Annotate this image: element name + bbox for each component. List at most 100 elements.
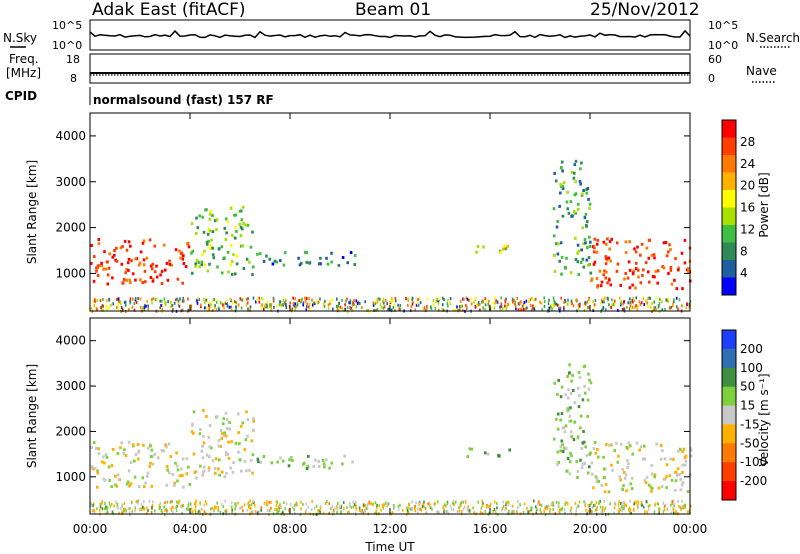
heatmap-cell-noise: [511, 300, 514, 304]
heatmap-cell-noise: [505, 503, 507, 507]
heatmap-cell-5: [679, 488, 683, 492]
heatmap-cell-1: [233, 213, 236, 217]
heatmap-cell-noise: [422, 308, 424, 312]
heatmap-cell-noise: [594, 298, 597, 302]
heatmap-cell-4: [559, 418, 562, 422]
heatmap-cell-noise: [414, 308, 417, 312]
heatmap-cell-noise: [640, 301, 643, 305]
heatmap-cell-noise: [589, 509, 592, 513]
heatmap-cell-noise: [493, 508, 496, 511]
heatmap-cell-0: [155, 264, 158, 268]
heatmap-cell-noise: [100, 501, 103, 505]
colorbar-swatch: [722, 155, 736, 173]
heatmap-cell-noise: [584, 302, 587, 306]
heatmap-cell-1: [209, 446, 213, 450]
heatmap-cell-0: [93, 466, 97, 470]
heatmap-cell-0: [181, 257, 185, 261]
heatmap-cell-noise: [302, 301, 305, 305]
heatmap-cell-0: [173, 481, 176, 485]
heatmap-cell-noise: [507, 500, 510, 504]
colorbar-swatch: [722, 207, 736, 226]
heatmap-cell-5: [650, 486, 654, 490]
heatmap-cell-4: [568, 460, 572, 464]
heatmap-cell-noise: [577, 303, 580, 307]
heatmap-cell-5: [652, 253, 656, 257]
heatmap-cell-4: [558, 204, 561, 208]
heatmap-cell-noise: [517, 302, 520, 306]
heatmap-cell-noise: [133, 308, 136, 312]
time-axis-label: Time UT: [364, 540, 415, 554]
heatmap-cell-5: [605, 443, 608, 446]
heatmap-cell-1: [237, 450, 240, 454]
heatmap-cell-noise: [463, 505, 466, 509]
heatmap-cell-noise: [541, 308, 543, 312]
heatmap-cell-noise: [147, 509, 149, 513]
heatmap-cell-0: [166, 278, 170, 282]
heatmap-cell-0: [181, 474, 184, 478]
heatmap-cell-5: [665, 486, 668, 490]
heatmap-cell-0: [96, 471, 100, 475]
heatmap-cell-5: [622, 484, 625, 488]
heatmap-cell-noise: [104, 507, 106, 511]
heatmap-cell-4: [569, 200, 573, 204]
heatmap-cell-0: [116, 452, 120, 455]
heatmap-cell-5: [595, 250, 599, 254]
heatmap-cell-noise: [247, 297, 249, 301]
heatmap-cell-noise: [599, 499, 601, 503]
heatmap-cell-noise: [211, 506, 213, 510]
heatmap-cell-4: [585, 220, 589, 224]
heatmap-cell-noise: [193, 502, 196, 506]
heatmap-cell-noise: [246, 508, 249, 512]
heatmap-cell-0: [124, 271, 127, 275]
heatmap-cell-noise: [611, 303, 613, 307]
heatmap-cell-noise: [99, 508, 101, 512]
heatmap-cell-noise: [150, 511, 153, 514]
heatmap-cell-0: [185, 457, 189, 461]
heatmap-cell-noise: [235, 305, 237, 309]
heatmap-cell-noise: [531, 506, 534, 510]
heatmap-cell-noise: [278, 509, 280, 513]
heatmap-cell-noise: [459, 504, 462, 508]
heatmap-cell-2: [282, 263, 286, 267]
heatmap-cell-3: [501, 247, 505, 251]
heatmap-cell-noise: [673, 502, 675, 505]
heatmap-cell-4: [586, 187, 590, 191]
heatmap-cell-noise: [517, 500, 519, 504]
heatmap-cell-noise: [231, 511, 233, 515]
heatmap-cell-5: [649, 485, 653, 489]
heatmap-cell-1: [199, 464, 202, 468]
heatmap-cell-4: [569, 392, 573, 396]
heatmap-cell-noise: [563, 306, 565, 310]
heatmap-cell-4: [566, 190, 569, 194]
heatmap-cell-noise: [276, 500, 279, 504]
heatmap-cell-noise: [180, 505, 182, 509]
heatmap-cell-5: [595, 277, 599, 280]
heatmap-cell-noise: [627, 301, 630, 305]
heatmap-cell-noise: [628, 506, 631, 510]
heatmap-cell-5: [602, 467, 606, 471]
heatmap-cell-2: [307, 454, 310, 458]
heatmap-cell-noise: [574, 501, 577, 505]
heatmap-cell-noise: [143, 499, 145, 503]
heatmap-cell-2: [323, 465, 326, 469]
heatmap-cell-noise: [280, 303, 282, 307]
heatmap-cell-5: [683, 456, 687, 459]
heatmap-cell-noise: [374, 511, 376, 515]
heatmap-cell-noise: [248, 506, 251, 510]
heatmap-cell-noise: [487, 299, 490, 303]
heatmap-cell-4: [577, 405, 581, 409]
heatmap-cell-noise: [377, 297, 380, 301]
heatmap-cell-3: [486, 452, 490, 456]
heatmap-cell-noise: [142, 306, 145, 310]
heatmap-cell-1: [239, 225, 243, 229]
heatmap-cell-noise: [230, 305, 232, 309]
heatmap-cell-4: [570, 435, 573, 439]
heatmap-cell-noise: [480, 506, 483, 510]
heatmap-cell-noise: [479, 510, 482, 514]
heatmap-cell-noise: [111, 510, 114, 514]
heatmap-cell-noise: [105, 307, 108, 311]
heatmap-cell-noise: [625, 504, 628, 508]
heatmap-cell-noise: [443, 510, 445, 514]
heatmap-cell-noise: [540, 301, 543, 305]
heatmap-cell-noise: [629, 508, 632, 512]
